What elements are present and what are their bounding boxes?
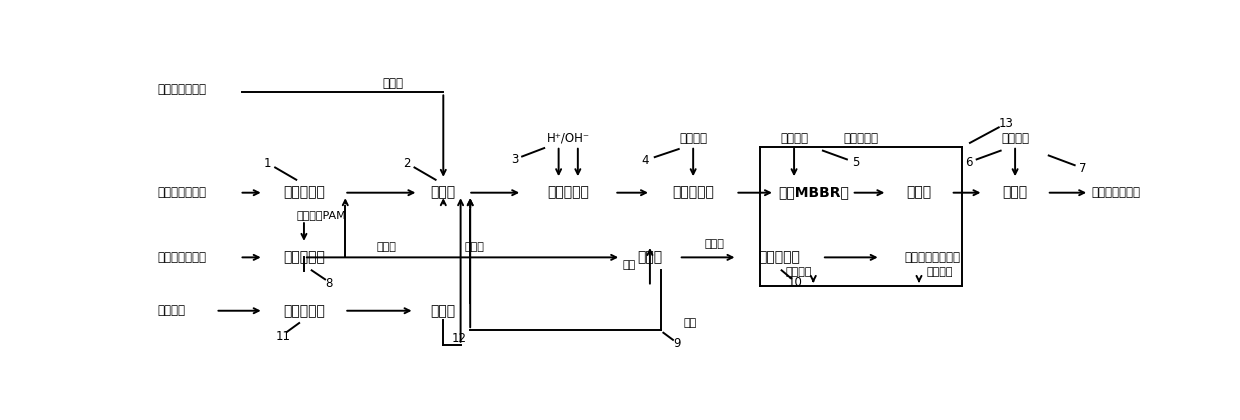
Text: 二氧化氯: 二氧化氯 bbox=[1001, 132, 1029, 145]
Text: 5: 5 bbox=[852, 156, 859, 169]
Text: 污泥池: 污泥池 bbox=[637, 250, 662, 264]
Text: 12: 12 bbox=[451, 332, 466, 345]
Text: 第一格栅井: 第一格栅井 bbox=[283, 186, 325, 200]
Text: 捕重剂、PAM: 捕重剂、PAM bbox=[296, 210, 346, 220]
Text: 重金属离子废水: 重金属离子废水 bbox=[157, 251, 207, 264]
Text: 上清液: 上清液 bbox=[377, 242, 397, 252]
Text: 第二格栅井: 第二格栅井 bbox=[283, 304, 325, 318]
Text: 剩余污泥: 剩余污泥 bbox=[926, 267, 954, 277]
Text: 8: 8 bbox=[325, 277, 332, 290]
Text: 污泥泵: 污泥泵 bbox=[704, 239, 724, 249]
Text: 11: 11 bbox=[275, 330, 290, 343]
Text: 沉淠池: 沉淠池 bbox=[906, 186, 931, 200]
Text: 消毒池: 消毒池 bbox=[1002, 186, 1028, 200]
Text: 好氧MBBR池: 好氧MBBR池 bbox=[777, 186, 848, 200]
Text: 1: 1 bbox=[264, 157, 272, 170]
Text: 水解酸化池: 水解酸化池 bbox=[672, 186, 714, 200]
Text: 4: 4 bbox=[641, 154, 649, 167]
Text: 2: 2 bbox=[403, 157, 410, 170]
Text: 污泥压滤机: 污泥压滤机 bbox=[759, 250, 801, 264]
Text: 10: 10 bbox=[787, 276, 802, 289]
Text: 达标排放或回用: 达标排放或回用 bbox=[1091, 186, 1140, 199]
Text: 一般实验室废水: 一般实验室废水 bbox=[157, 186, 207, 199]
Text: H⁺/OH⁻: H⁺/OH⁻ bbox=[547, 132, 590, 145]
Text: 集水井: 集水井 bbox=[430, 186, 456, 200]
Text: 3: 3 bbox=[511, 152, 518, 165]
Text: 污泥: 污泥 bbox=[622, 260, 635, 270]
Text: 鼓气暴氧: 鼓气暴氧 bbox=[780, 132, 808, 145]
Text: 中和调节池: 中和调节池 bbox=[547, 186, 589, 200]
Text: 上清液: 上清液 bbox=[464, 242, 484, 252]
Text: 厨所废水: 厨所废水 bbox=[157, 304, 186, 317]
Text: 滤液: 滤液 bbox=[683, 318, 697, 328]
Text: 高浓度有机废水: 高浓度有机废水 bbox=[157, 83, 207, 96]
Text: 13: 13 bbox=[999, 117, 1014, 130]
Text: 机械搅拌: 机械搅拌 bbox=[680, 132, 707, 145]
Text: 计量泵: 计量泵 bbox=[383, 77, 404, 90]
Text: 6: 6 bbox=[965, 156, 972, 169]
Text: 9: 9 bbox=[673, 337, 681, 350]
Text: 7: 7 bbox=[1079, 162, 1086, 175]
Text: 剩余污泥: 剩余污泥 bbox=[786, 267, 812, 277]
Text: 化爨池: 化爨池 bbox=[430, 304, 456, 318]
Text: 去重反应池: 去重反应池 bbox=[283, 250, 325, 264]
Text: 学校危废处置中心: 学校危废处置中心 bbox=[905, 251, 961, 264]
Text: 污泥回流管: 污泥回流管 bbox=[844, 132, 879, 145]
